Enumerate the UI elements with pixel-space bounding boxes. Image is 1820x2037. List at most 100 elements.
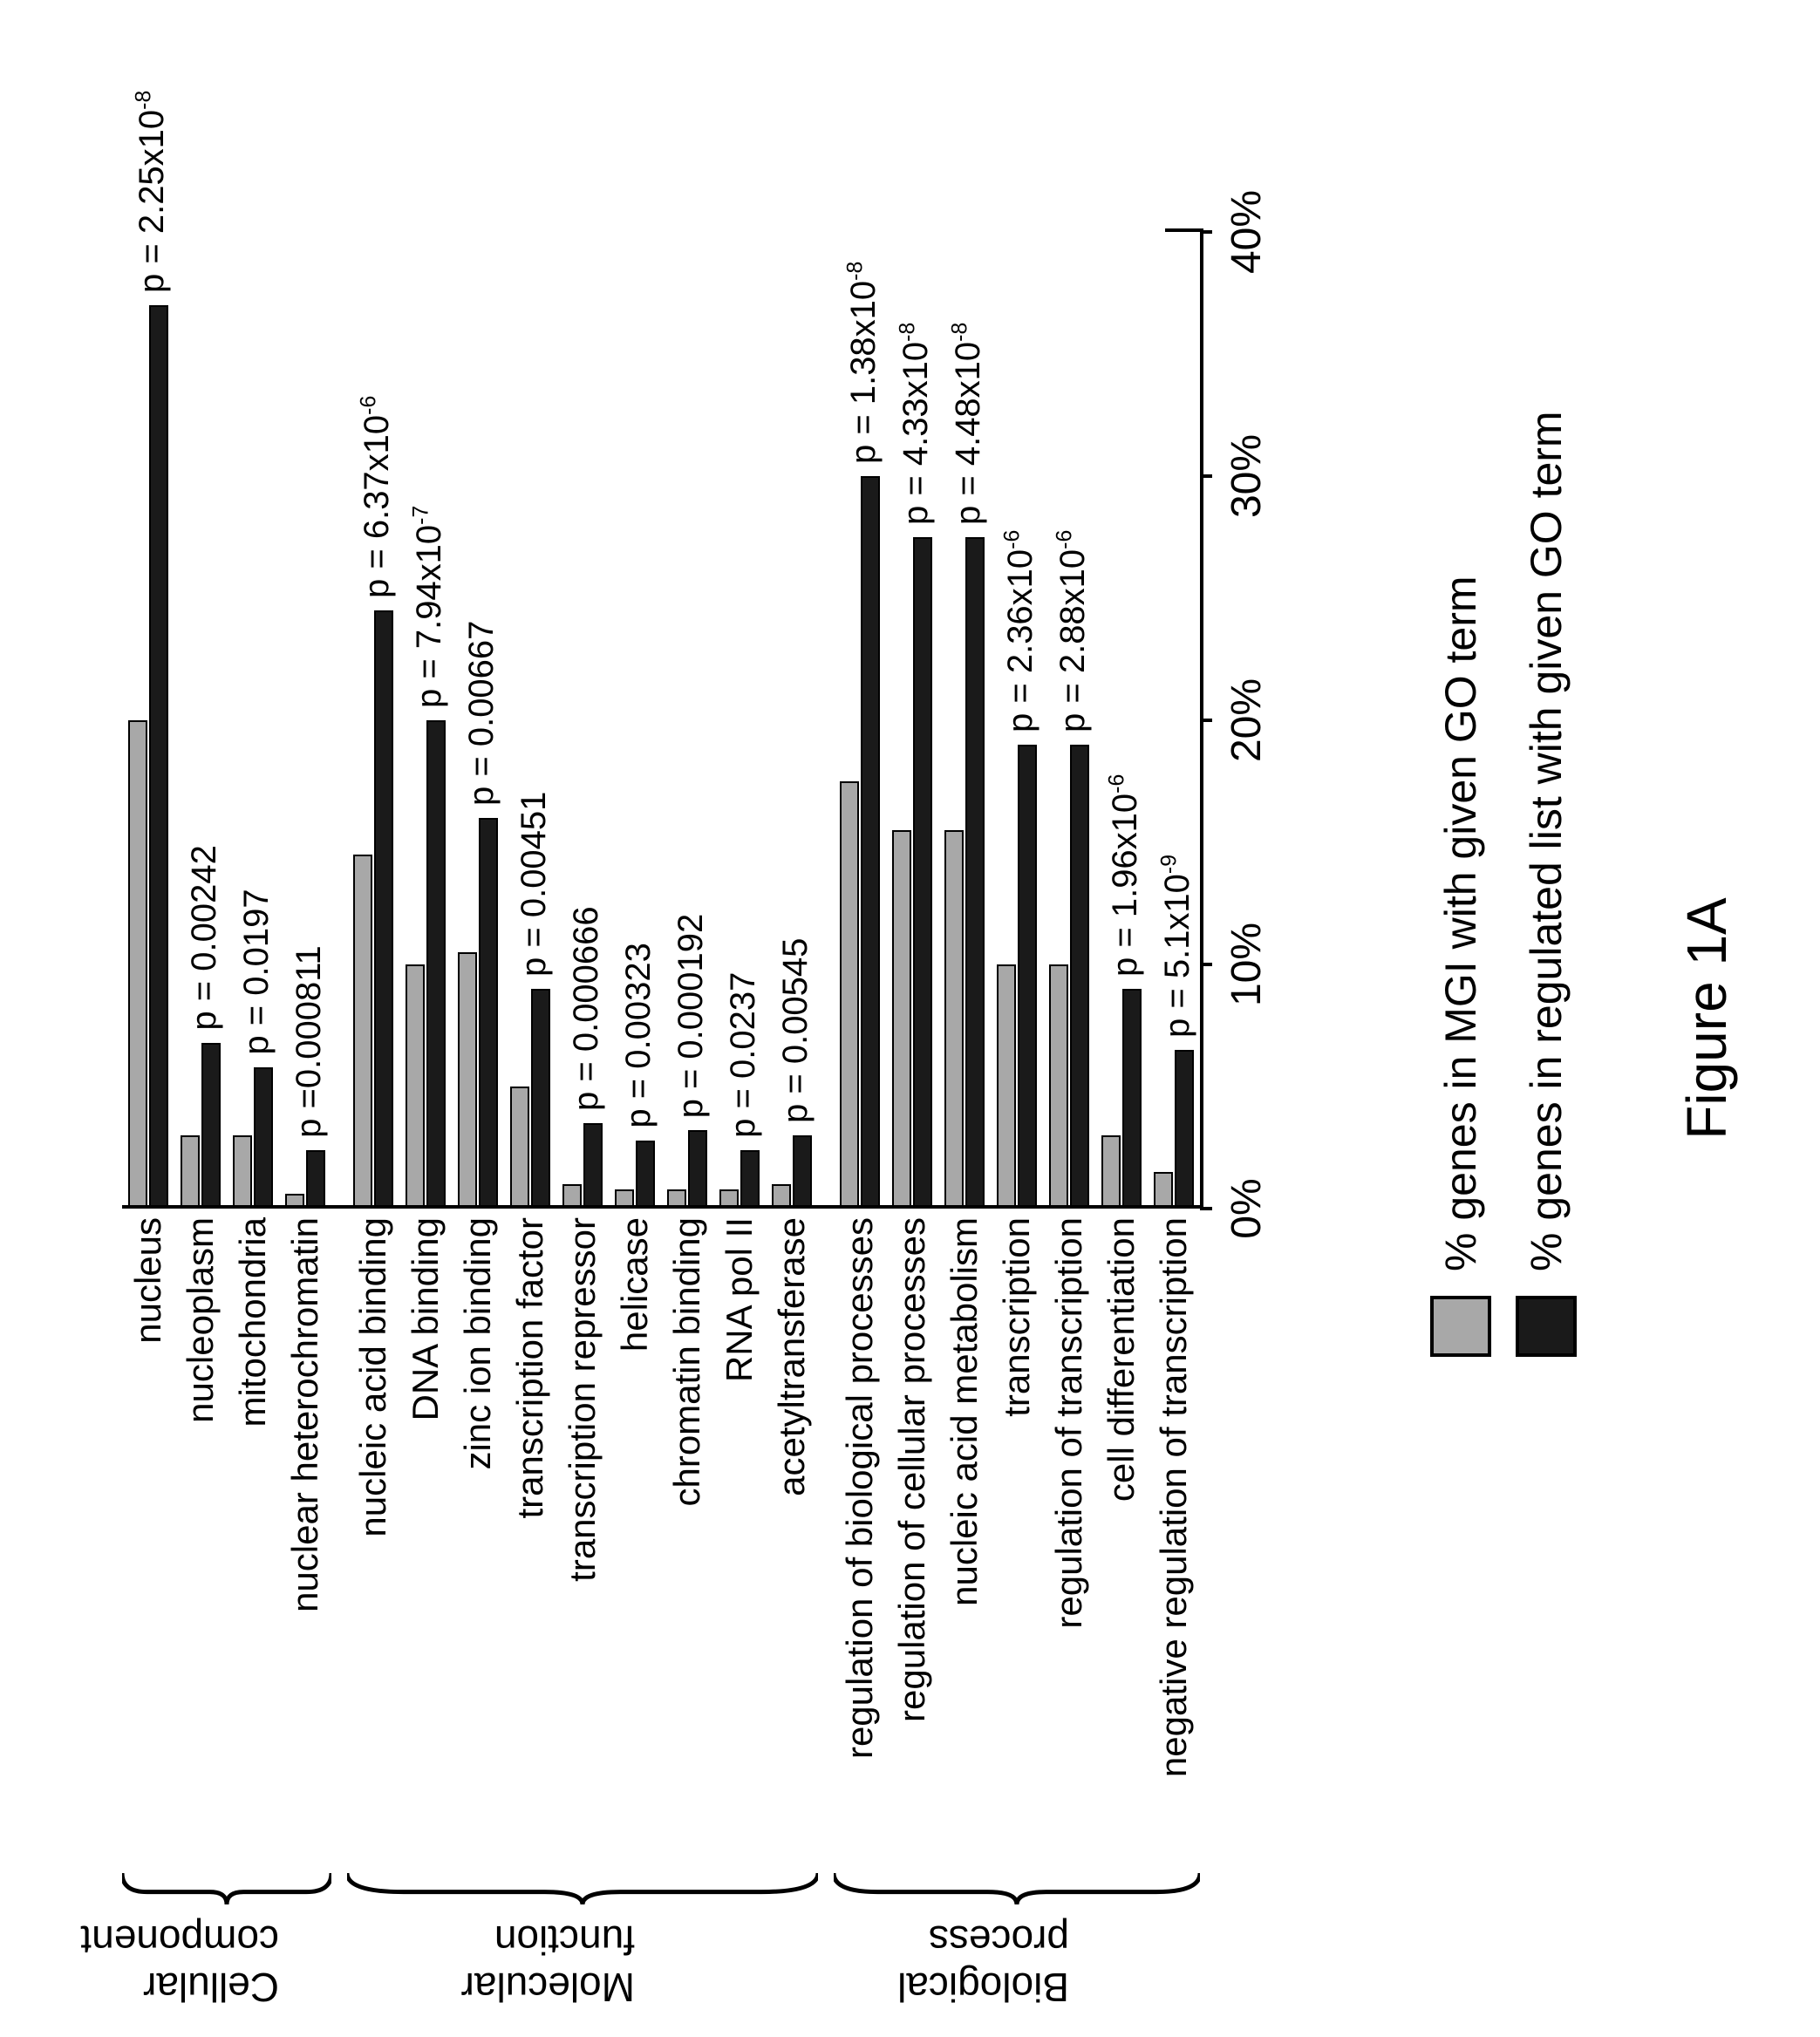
group-label: Biological process: [965, 1906, 1069, 2011]
category-label: nucleoplasm: [182, 1217, 219, 1423]
bar-regulated: [913, 537, 932, 1209]
x-axis-tick: [1200, 474, 1212, 478]
p-value-label: p = 0.00545: [778, 938, 813, 1123]
bar-mgi: [1154, 1172, 1173, 1209]
group-brace: [834, 1873, 1200, 1904]
p-value-label: p = 1.96x10-6: [1108, 774, 1142, 977]
x-axis-tick-label: 0%: [1223, 1178, 1271, 1238]
bar-mgi: [840, 781, 859, 1209]
bar-regulated: [201, 1043, 221, 1209]
p-value-label: p = 0.000666: [569, 906, 603, 1111]
bar-regulated: [1018, 745, 1037, 1209]
group-label: Cellular component: [174, 1906, 279, 2011]
group-brace: [347, 1873, 818, 1904]
p-value-label: p = 7.94x10-7: [412, 506, 446, 708]
p-value-label: p = 0.00451: [516, 792, 551, 977]
legend-item-reg: % genes in regulated list with given GO …: [1516, 411, 1577, 1357]
category-label: zinc ion binding: [460, 1217, 496, 1470]
p-value-label: p = 2.36x10-6: [1003, 530, 1038, 732]
x-axis-tick-label: 10%: [1223, 923, 1271, 1006]
category-label: RNA pol II: [721, 1217, 758, 1382]
figure-caption: Figure 1A: [1674, 0, 1739, 2037]
category-label: transcription factor: [512, 1217, 549, 1518]
p-value-label: p = 2.88x10-6: [1055, 530, 1090, 732]
x-axis-tick: [1200, 1207, 1212, 1210]
category-label: DNA binding: [407, 1217, 444, 1420]
p-value-label: p =0.000811: [291, 945, 326, 1138]
category-label: cell differentiation: [1103, 1217, 1140, 1502]
p-value-label: p = 4.33x10-8: [898, 323, 933, 525]
bar-regulated: [1070, 745, 1089, 1209]
p-value-label: p = 1.38x10-8: [846, 262, 881, 464]
category-label: mitochondria: [235, 1217, 271, 1427]
group-brace: [122, 1873, 331, 1904]
category-label: transcription: [999, 1217, 1035, 1417]
bar-mgi: [458, 952, 477, 1209]
p-value-label: p = 0.0197: [239, 889, 274, 1054]
category-label: regulation of transcription: [1051, 1217, 1087, 1629]
p-value-label: p = 4.48x10-8: [951, 323, 985, 525]
bar-regulated: [306, 1150, 325, 1209]
viewport: p = 2.25x10-8 p = 0.00242 p = 0.0197 p =0.0…: [0, 0, 1820, 2037]
bar-mgi: [1049, 964, 1068, 1209]
legend-swatch-reg: [1516, 1296, 1577, 1357]
bar-regulated: [965, 537, 985, 1209]
bar-regulated: [740, 1150, 760, 1209]
legend-label-reg: % genes in regulated list with given GO …: [1521, 411, 1571, 1271]
p-value-label: p = 0.0237: [726, 972, 760, 1138]
category-label: nuclear heterochromatin: [287, 1217, 324, 1612]
legend-swatch-mgi: [1430, 1296, 1491, 1357]
plot-right-border: [1165, 228, 1203, 232]
bar-regulated: [149, 305, 168, 1209]
bar-regulated: [374, 610, 393, 1209]
x-axis-tick-label: 20%: [1223, 678, 1271, 762]
category-label: chromatin binding: [669, 1217, 706, 1507]
p-value-label: p = 5.1x10-9: [1160, 855, 1195, 1038]
x-axis-tick-label: 40%: [1223, 190, 1271, 274]
bar-mgi: [892, 830, 911, 1209]
bar-regulated: [254, 1067, 273, 1209]
category-label: acetyltransferase: [774, 1217, 810, 1496]
bar-mgi: [233, 1135, 252, 1209]
legend-item-mgi: % genes in MGI with given GO term: [1430, 411, 1491, 1357]
p-value-label: p = 0.00323: [621, 943, 656, 1128]
category-label: transcription repressor: [564, 1217, 601, 1582]
bar-mgi: [128, 720, 147, 1209]
bar-regulated: [1122, 989, 1142, 1209]
bar-regulated: [636, 1141, 655, 1209]
bar-regulated: [583, 1123, 603, 1209]
x-axis-tick: [1200, 963, 1212, 966]
bar-mgi: [997, 964, 1016, 1209]
bar-mgi: [510, 1087, 529, 1209]
plot-area: p = 2.25x10-8p = 0.00242p = 0.0197p =0.0…: [122, 232, 1200, 1209]
y-axis-line: [122, 1205, 1200, 1209]
bar-regulated: [426, 720, 446, 1209]
bar-regulated: [688, 1130, 707, 1209]
bar-regulated: [479, 818, 498, 1209]
x-axis-tick: [1200, 719, 1212, 722]
rotated-page: p = 2.25x10-8 p = 0.00242 p = 0.0197 p =0.0…: [0, 0, 1820, 2037]
legend: % genes in MGI with given GO term % gene…: [1430, 411, 1601, 1357]
p-value-label: p = 0.00242: [187, 845, 222, 1030]
legend-label-mgi: % genes in MGI with given GO term: [1435, 576, 1486, 1271]
p-value-label: p = 2.25x10-8: [134, 91, 169, 293]
category-label: nucleic acid metabolism: [946, 1217, 983, 1606]
bar-regulated: [1175, 1050, 1194, 1209]
bar-mgi: [353, 855, 372, 1209]
p-value-label: p = 0.000192: [673, 914, 708, 1119]
bar-mgi: [944, 830, 964, 1209]
category-label: nucleus: [130, 1217, 167, 1344]
bar-regulated: [531, 989, 550, 1209]
bar-mgi: [406, 964, 425, 1209]
group-label: Molecular function: [530, 1906, 635, 2011]
p-value-label: p = 0.00667: [464, 621, 499, 806]
x-axis-tick: [1200, 230, 1212, 234]
category-label: regulation of cellular processes: [894, 1217, 930, 1722]
x-axis-tick-label: 30%: [1223, 434, 1271, 518]
bar-regulated: [861, 476, 880, 1209]
bar-mgi: [181, 1135, 200, 1209]
category-label: helicase: [617, 1217, 653, 1352]
bar-mgi: [1101, 1135, 1121, 1209]
bar-regulated: [793, 1135, 812, 1209]
go-term-bar-chart: p = 2.25x10-8p = 0.00242p = 0.0197p =0.0…: [122, 119, 1343, 1880]
